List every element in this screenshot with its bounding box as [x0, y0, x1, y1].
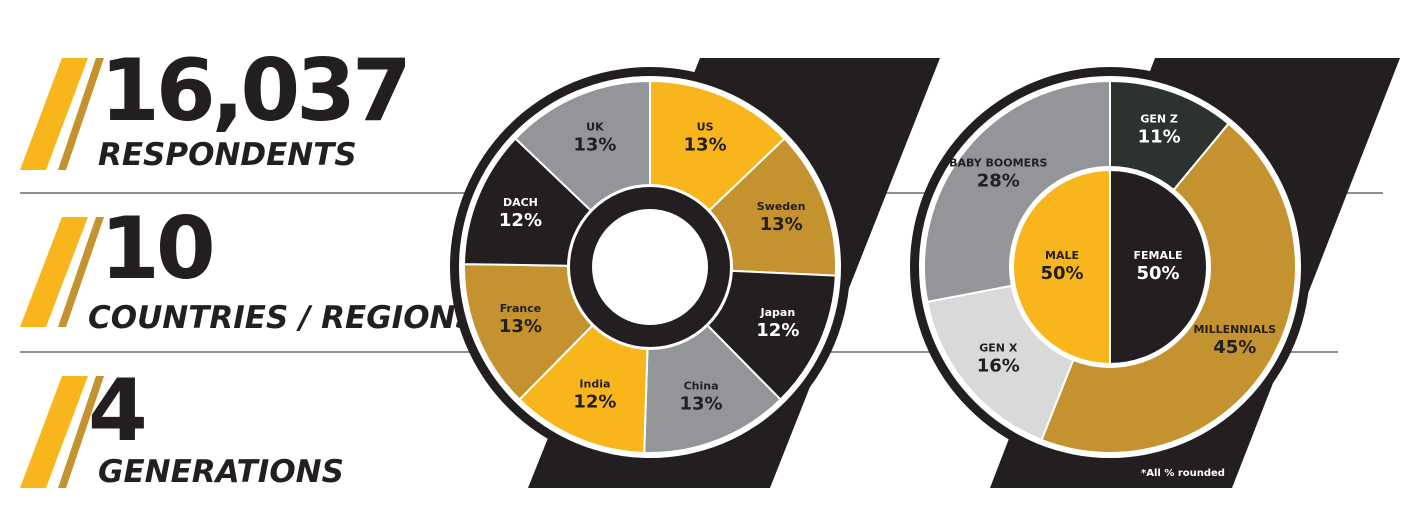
- hub: [592, 209, 708, 325]
- segment-value: 50%: [1040, 263, 1083, 284]
- segment: [1012, 168, 1111, 366]
- segment-label: MALE: [1045, 249, 1079, 262]
- segment: [514, 79, 651, 212]
- segment: [1109, 168, 1208, 366]
- segment-label: India: [579, 378, 610, 391]
- segment-value: 12%: [499, 210, 542, 231]
- segment: [707, 137, 837, 277]
- segment-value: 12%: [756, 320, 799, 341]
- segment-value: 13%: [573, 134, 616, 155]
- segment: [643, 324, 782, 454]
- segment-value: 45%: [1213, 337, 1256, 358]
- segment-value: 13%: [760, 214, 803, 235]
- footnote: *All % rounded: [1141, 468, 1225, 479]
- segment-label: BABY BOOMERS: [949, 157, 1047, 170]
- segment-value: 13%: [684, 134, 727, 155]
- segment-value: 13%: [499, 316, 542, 337]
- segment-label: Japan: [760, 306, 796, 319]
- slashes: [20, 58, 104, 488]
- segment-value: 12%: [573, 392, 616, 413]
- segment-label: China: [684, 379, 719, 392]
- segment-label: UK: [586, 120, 604, 133]
- segment: [923, 79, 1111, 304]
- segment-label: DACH: [503, 196, 538, 209]
- segment-value: 16%: [977, 355, 1020, 376]
- stat-label: GENERATIONS: [98, 454, 344, 490]
- segment-label: MILLENNIALS: [1194, 323, 1277, 336]
- segment: [1040, 122, 1297, 454]
- segment-label: FEMALE: [1133, 249, 1182, 262]
- segment-label: Sweden: [757, 200, 806, 213]
- segment-value: 13%: [680, 393, 723, 414]
- stat-number: 16,037: [100, 41, 408, 141]
- segment-value: 11%: [1138, 127, 1181, 148]
- stat-label: COUNTRIES / REGIONS: [88, 300, 478, 336]
- segment-label: US: [697, 120, 714, 133]
- segment-value: 28%: [977, 171, 1020, 192]
- segment-label: France: [500, 302, 541, 315]
- stat-number: 10: [100, 199, 212, 299]
- segment-label: GEN X: [979, 341, 1018, 354]
- segment: [649, 79, 786, 212]
- segment: [463, 263, 594, 401]
- stat-label: RESPONDENTS: [98, 137, 357, 173]
- segment-label: GEN Z: [1140, 113, 1178, 126]
- segment-value: 50%: [1136, 263, 1179, 284]
- stat-number: 4: [88, 361, 144, 461]
